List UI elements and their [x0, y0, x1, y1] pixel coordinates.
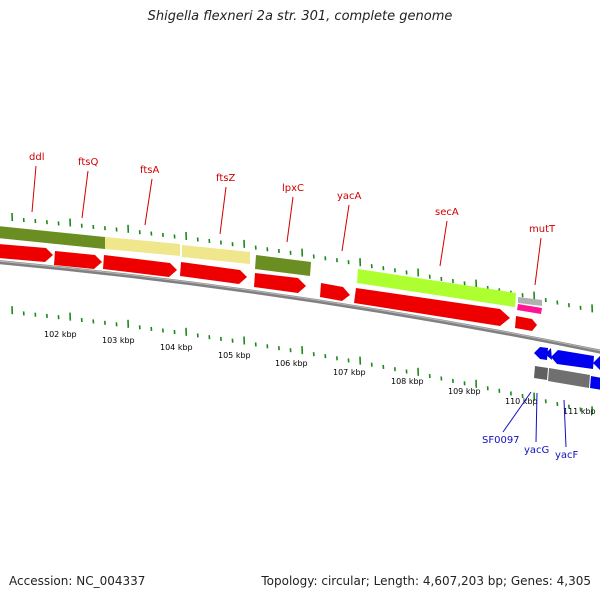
scale-labels: 102 kbp 103 kbp 104 kbp 105 kbp 106 kbp … [44, 330, 596, 416]
scale-label: 105 kbp [218, 351, 251, 360]
leader-ftsA [144, 178, 153, 226]
gene-label-yacA: yacA [337, 191, 362, 202]
scale-label: 108 kbp [391, 377, 424, 386]
bar-yacG-grey [548, 368, 590, 388]
leader-SF0097 [502, 391, 532, 433]
lower-ticks [11, 306, 594, 415]
arrow-mutT [515, 316, 537, 331]
bar-ftsQ [56, 232, 105, 249]
upper-ticks [11, 212, 594, 313]
gene-label-ddl: ddl [29, 152, 44, 163]
red-arrows [0, 244, 537, 331]
leader-ftsZ [219, 186, 227, 235]
gene-label-ftsZ: ftsZ [216, 173, 235, 184]
leader-yacF [563, 399, 567, 448]
bar-mutT-grey [518, 297, 542, 306]
gene-label-mutT: mutT [529, 224, 556, 235]
bar-ddl [0, 226, 56, 244]
leader-ftsQ [81, 170, 89, 219]
leader-mutT [534, 237, 542, 286]
gene-label-yacG: yacG [524, 445, 549, 456]
bar-lpxC [255, 255, 311, 276]
feature-bars [0, 226, 542, 314]
leader-ddl [31, 165, 37, 213]
red-gene-labels: ddl ftsQ ftsA ftsZ lpxC yacA secA mutT [29, 152, 556, 286]
arrow-ddl [0, 244, 53, 262]
gene-label-SF0097: SF0097 [482, 435, 520, 446]
bar-secA [357, 269, 516, 307]
leader-yacG [535, 392, 538, 443]
bar-yacF-blue [590, 376, 600, 390]
leader-yacA [341, 204, 350, 252]
arrow-ftsZ [180, 262, 247, 284]
scale-label: 109 kbp [448, 387, 481, 396]
gene-label-yacF: yacF [555, 450, 579, 461]
map-title: Shigella flexneri 2a str. 301, complete … [147, 9, 453, 24]
scale-label: 104 kbp [160, 343, 193, 352]
gene-label-ftsA: ftsA [140, 165, 159, 176]
bar-ftsA [105, 237, 180, 256]
leader-secA [439, 220, 448, 267]
scale-label: 103 kbp [102, 336, 135, 345]
arrow-lpxC [254, 273, 306, 293]
bar-ftsZ [182, 245, 250, 264]
scale-label: 102 kbp [44, 330, 77, 339]
genome-summary-text: Topology: circular; Length: 4,607,203 bp… [261, 574, 591, 588]
arrow-yacG [551, 350, 594, 369]
leader-lpxC [286, 196, 294, 243]
scale-label: 110 kbp [505, 397, 538, 406]
accession-text: Accession: NC_004337 [9, 574, 146, 588]
scale-label: 111 kbp [563, 407, 596, 416]
bar-SF0097-grey [534, 366, 548, 380]
arrow-yacA [320, 283, 350, 301]
blue-gene-labels: SF0097 yacG yacF [482, 391, 579, 461]
arrow-ftsA [103, 255, 177, 277]
gene-label-secA: secA [435, 207, 459, 218]
bar-mutT-pink [517, 304, 542, 314]
scale-label: 106 kbp [275, 359, 308, 368]
genome-backbone-light [0, 260, 600, 352]
arrow-SF0097-b [545, 348, 552, 360]
arrow-yacF [593, 356, 600, 370]
genome-backbone [0, 260, 600, 354]
scale-label: 107 kbp [333, 368, 366, 377]
gene-label-lpxC: lpxC [282, 183, 304, 194]
arrow-ftsQ [54, 251, 102, 269]
arrow-SF0097-a [534, 347, 548, 360]
blue-arrows [534, 347, 600, 390]
arrow-secA [354, 288, 510, 326]
gene-label-ftsQ: ftsQ [78, 157, 98, 168]
